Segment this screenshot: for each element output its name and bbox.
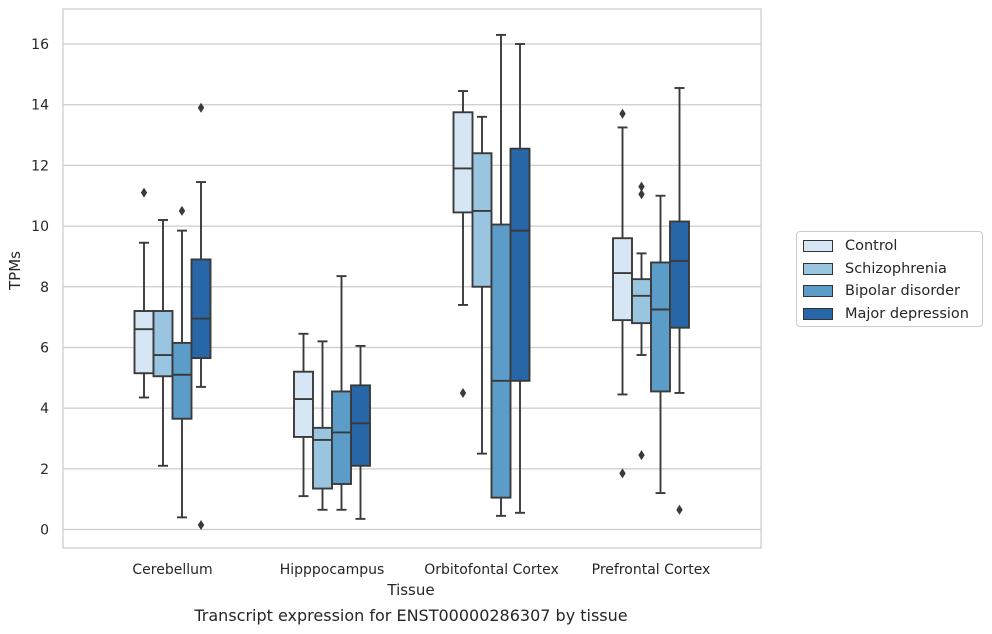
box-iqr [509,147,531,382]
legend-swatch [803,307,833,320]
outlier-point [197,102,205,113]
y-tick-label: 6 [40,340,49,356]
x-tick-label: Prefrontal Cortex [592,562,711,578]
outlier-point [676,504,683,515]
box-iqr [171,341,193,420]
legend-swatch [803,262,833,275]
legend: Control Schizophrenia Bipolar disorder Majo… [796,231,983,327]
legend-item: Bipolar disorder [803,281,960,301]
legend-label: Bipolar disorder [845,283,960,299]
y-axis-label: TPMs [6,251,24,291]
x-tick-labels: Cerebellum Hipppocampus Orbitofontal Corte… [132,562,710,578]
box-control-3 [612,108,633,479]
box-iqr [293,370,314,438]
box-iqr [669,220,690,329]
box-bipolar-disorder-0 [171,205,193,519]
box-iqr [350,384,371,467]
x-tick-label: Cerebellum [132,562,212,578]
legend-item: Control [803,236,897,256]
outlier-point [638,450,645,461]
y-tick-label: 0 [40,523,49,539]
x-axis-label: Tissue [386,581,434,599]
box-schizophrenia-3 [631,181,652,461]
box-iqr [631,278,652,325]
box-control-1 [293,332,314,498]
outlier-point [619,468,626,479]
figure-caption: Transcript expression for ENST0000028630… [194,606,628,625]
box-major-depression-2 [509,43,531,514]
y-tick-label: 10 [31,219,49,235]
legend-item: Major depression [803,304,969,324]
box-control-2 [452,90,474,398]
legend-swatch [803,285,833,297]
legend-label: Schizophrenia [845,260,947,277]
y-tick-label: 2 [40,462,49,478]
outlier-point [459,387,467,398]
x-tick-label: Hipppocampus [280,562,385,578]
box-iqr [152,310,174,378]
y-tick-label: 16 [31,37,49,53]
box-iqr [471,152,493,288]
box-iqr [612,237,633,322]
outlier-point [178,205,186,216]
outlier-point [619,108,626,119]
y-tick-label: 4 [40,401,49,417]
x-tick-label: Orbitofontal Cortex [424,562,559,578]
box-bipolar-disorder-1 [331,275,352,511]
outlier-point [638,189,645,200]
box-schizophrenia-1 [312,340,333,511]
y-tick-label: 14 [31,98,49,114]
box-control-0 [133,187,155,399]
outlier-point [140,187,148,198]
y-tick-label: 12 [31,158,49,174]
box-iqr [650,261,671,393]
box-major-depression-1 [350,344,371,520]
box-iqr [490,223,512,499]
y-tick-labels: 0 2 4 6 8 10 12 14 16 [31,37,49,539]
legend-swatch [803,240,833,252]
box-major-depression-0 [190,102,212,530]
outlier-point [638,181,645,192]
box-plots [133,33,690,530]
box-bipolar-disorder-2 [490,33,512,517]
legend-item: Schizophrenia [803,259,947,279]
box-iqr [133,310,155,375]
legend-label: Major depression [845,305,969,322]
box-iqr [312,426,333,490]
box-iqr [331,390,352,485]
box-bipolar-disorder-3 [650,194,671,495]
box-schizophrenia-2 [471,115,493,455]
box-major-depression-3 [669,87,690,515]
outlier-point [197,519,205,530]
box-iqr [452,111,474,214]
y-tick-label: 8 [40,280,49,296]
plot-frame [62,8,762,549]
box-iqr [190,258,212,360]
legend-label: Control [845,238,898,254]
box-schizophrenia-0 [152,219,174,467]
